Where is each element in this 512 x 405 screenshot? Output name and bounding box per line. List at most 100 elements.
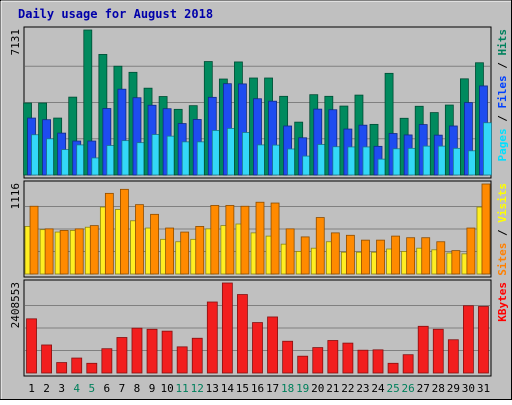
- x-tick-label-day-4: 4: [73, 382, 80, 395]
- visits-panel-bar-sites-day-12: [195, 226, 205, 275]
- kbytes-panel-bar-kbytes-day-18: [282, 340, 294, 374]
- visits-panel-legend-label: /: [496, 223, 509, 243]
- kbytes-panel-bar-kbytes-day-16: [252, 322, 263, 374]
- kbytes-panel-bar-kbytes-day-7: [116, 337, 128, 374]
- kbytes-panel-bar-kbytes-day-10: [161, 330, 173, 374]
- x-tick-label-day-29: 29: [447, 382, 460, 395]
- x-tick-label-day-15: 15: [236, 382, 249, 395]
- x-tick-label-day-22: 22: [341, 382, 354, 395]
- kbytes-panel-bar-kbytes-day-19: [297, 355, 309, 374]
- x-tick-label-day-30: 30: [462, 382, 475, 395]
- x-tick-label-day-16: 16: [251, 382, 264, 395]
- kbytes-panel-bar-kbytes-day-2: [41, 344, 52, 374]
- kbytes-panel-bar-kbytes-day-22: [342, 342, 354, 374]
- x-tick-label-day-12: 12: [191, 382, 204, 395]
- x-tick-label-day-10: 10: [160, 382, 173, 395]
- x-tick-label-day-1: 1: [28, 382, 35, 395]
- visits-panel-bar-sites-day-16: [255, 201, 265, 275]
- visits-panel-bar-sites-day-21: [330, 232, 340, 275]
- kbytes-panel-max-label: 2408553: [9, 282, 22, 328]
- visits-panel-bar-sites-day-11: [180, 231, 190, 275]
- x-tick-label-day-13: 13: [206, 382, 219, 395]
- kbytes-panel-bar-kbytes-day-26: [402, 354, 414, 374]
- x-tick-label-day-18: 18: [281, 382, 294, 395]
- hits-panel-max-label: 7131: [9, 29, 22, 56]
- kbytes-panel-legend-label: KBytes: [496, 282, 509, 322]
- kbytes-panel-bar-kbytes-day-14: [221, 282, 233, 374]
- kbytes-panel-bar-kbytes-day-28: [432, 328, 444, 374]
- visits-panel-bar-sites-day-5: [89, 225, 99, 275]
- visits-panel-bar-sites-day-4: [74, 228, 84, 275]
- kbytes-panel-legend: KBytes: [496, 282, 509, 322]
- kbytes-panel-bar-kbytes-day-13: [206, 301, 218, 374]
- visits-panel-bar-sites-day-31: [481, 183, 491, 275]
- x-tick-label-day-6: 6: [104, 382, 111, 395]
- kbytes-panel-bar-kbytes-day-30: [463, 305, 474, 374]
- visits-panel-bar-sites-day-20: [315, 217, 325, 275]
- visits-panel-max-label: 1116: [9, 183, 22, 210]
- visits-panel-legend-label: Visits: [496, 183, 509, 223]
- chart-title: Daily usage for August 2018: [18, 7, 213, 21]
- visits-panel-bar-sites-day-10: [165, 227, 175, 275]
- visits-panel-bar-sites-day-22: [345, 234, 355, 275]
- visits-panel-legend: Sites / Visits: [496, 183, 509, 276]
- kbytes-panel-bar-kbytes-day-5: [86, 362, 98, 374]
- visits-panel-bar-sites-day-15: [240, 205, 250, 275]
- x-tick-label-day-28: 28: [432, 382, 445, 395]
- visits-panel-bar-sites-day-17: [270, 202, 280, 275]
- visits-panel-bar-sites-day-30: [466, 227, 476, 275]
- x-tick-label-day-5: 5: [88, 382, 95, 395]
- x-tick-label-day-17: 17: [266, 382, 279, 395]
- kbytes-panel-bar-kbytes-day-27: [417, 325, 429, 374]
- visits-panel-bar-sites-day-18: [285, 228, 295, 275]
- visits-panel-legend-label: Sites: [496, 243, 509, 276]
- kbytes-panel-bar-kbytes-day-15: [237, 294, 248, 374]
- visits-panel-bar-sites-day-23: [361, 239, 370, 275]
- x-tick-label-day-31: 31: [477, 382, 490, 395]
- x-tick-label-day-14: 14: [221, 382, 235, 395]
- kbytes-panel-bar-kbytes-day-20: [312, 347, 324, 374]
- x-tick-label-day-24: 24: [371, 382, 385, 395]
- hits-panel-legend: Pages / Files / Hits: [496, 29, 509, 162]
- visits-panel-bar-sites-day-1: [29, 205, 39, 275]
- x-tick-label-day-26: 26: [402, 382, 415, 395]
- x-tick-label-day-23: 23: [356, 382, 369, 395]
- visits-panel-bar-sites-day-9: [150, 213, 159, 275]
- kbytes-panel-bar-kbytes-day-12: [191, 337, 203, 374]
- kbytes-panel-bar-kbytes-day-1: [26, 318, 37, 374]
- visits-panel-bar-sites-day-2: [44, 228, 54, 275]
- visits-panel-bar-sites-day-8: [135, 204, 144, 275]
- x-tick-label-day-7: 7: [119, 382, 126, 395]
- kbytes-panel-bar-kbytes-day-4: [71, 357, 83, 374]
- kbytes-panel-bar-kbytes-day-9: [146, 328, 158, 374]
- hits-panel-legend-label: Files: [496, 75, 509, 108]
- hits-panel-bar-pages-day-31: [483, 122, 492, 176]
- x-tick-label-day-21: 21: [326, 382, 339, 395]
- x-tick-label-day-20: 20: [311, 382, 324, 395]
- x-tick-label-day-8: 8: [134, 382, 141, 395]
- kbytes-panel-bar-kbytes-day-31: [478, 306, 489, 374]
- x-tick-label-day-3: 3: [58, 382, 65, 395]
- kbytes-panel-bar-kbytes-day-29: [447, 339, 459, 374]
- kbytes-panel-bar-kbytes-day-21: [327, 340, 339, 374]
- visits-panel-bar-sites-day-28: [436, 241, 446, 275]
- x-tick-label-day-27: 27: [417, 382, 430, 395]
- x-tick-label-day-9: 9: [149, 382, 156, 395]
- hits-panel-legend-label: Pages: [496, 128, 509, 161]
- visits-panel-bar-sites-day-6: [104, 192, 114, 275]
- x-tick-label-day-25: 25: [386, 382, 399, 395]
- hits-panel-legend-label: /: [496, 109, 509, 129]
- kbytes-panel-bar-kbytes-day-23: [357, 349, 369, 374]
- kbytes-panel-bar-kbytes-day-8: [131, 327, 143, 374]
- kbytes-panel-bar-kbytes-day-11: [176, 346, 188, 374]
- kbytes-panel-bar-kbytes-day-17: [267, 316, 278, 374]
- x-tick-label-day-11: 11: [176, 382, 189, 395]
- kbytes-panel-bar-kbytes-day-25: [387, 362, 399, 374]
- x-tick-label-day-19: 19: [296, 382, 309, 395]
- hits-panel-legend-label: Hits: [496, 29, 509, 56]
- kbytes-panel-bar-kbytes-day-24: [372, 349, 384, 374]
- kbytes-panel-bar-kbytes-day-3: [56, 362, 68, 374]
- visits-panel-bar-sites-day-7: [120, 188, 129, 275]
